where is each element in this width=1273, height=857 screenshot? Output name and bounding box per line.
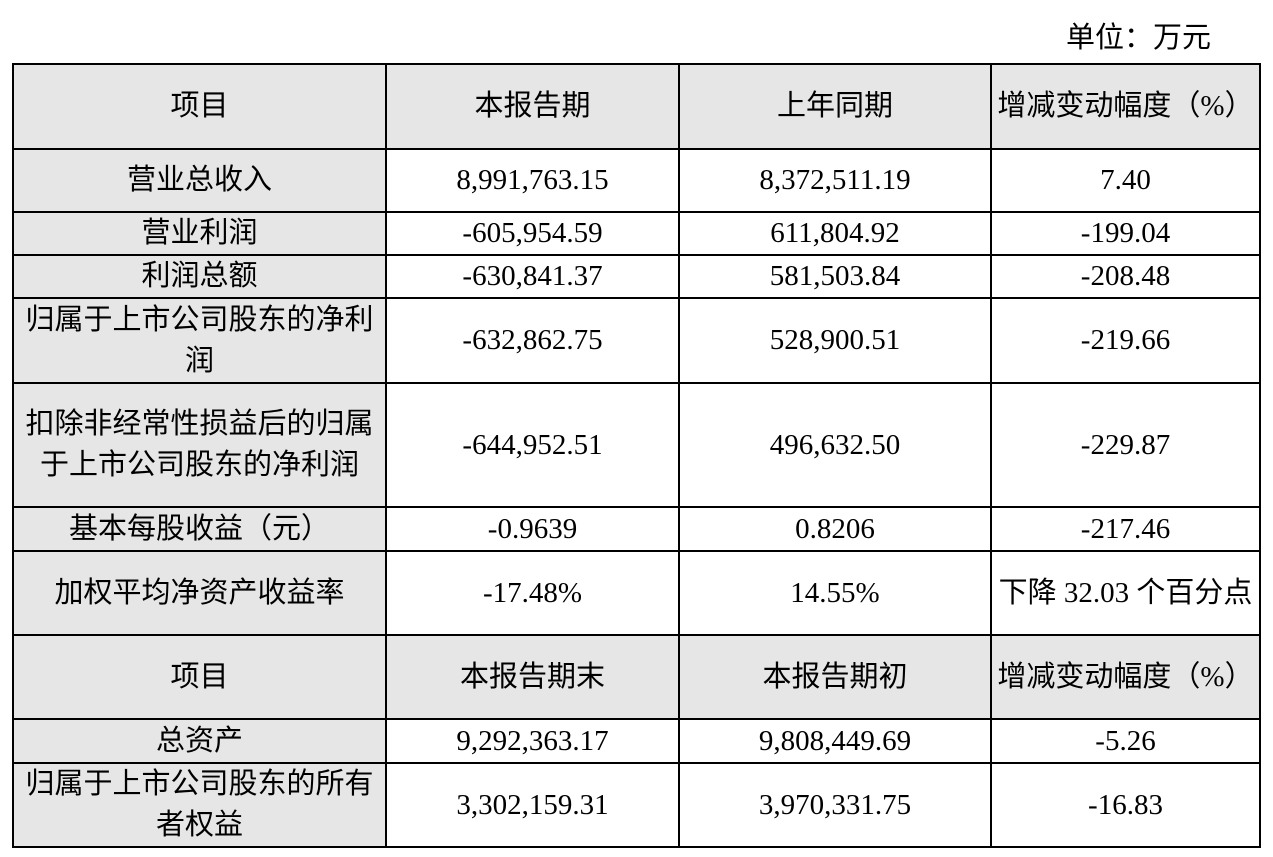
item-cell: 总资产 xyxy=(12,718,387,764)
item-cell: 扣除非经常性损益后的归属于上市公司股东的净利润 xyxy=(12,382,387,508)
prior-period-cell: 3,970,331.75 xyxy=(678,762,992,848)
current-period-cell: -632,862.75 xyxy=(385,297,680,384)
header-cell: 本报告期末 xyxy=(385,634,680,720)
table-row: 营业利润 -605,954.59 611,804.92 -199.04 xyxy=(12,211,1261,256)
financial-summary-table: 项目 本报告期 上年同期 增减变动幅度（%） 营业总收入 8,991,763.15 8,37… xyxy=(12,63,1261,848)
item-cell: 归属于上市公司股东的所有者权益 xyxy=(12,762,387,848)
change-cell: 下降 32.03 个百分点 xyxy=(990,550,1261,636)
current-period-cell: 8,991,763.15 xyxy=(385,148,680,213)
change-cell: -208.48 xyxy=(990,254,1261,299)
prior-period-cell: 8,372,511.19 xyxy=(678,148,992,213)
prior-period-cell: 14.55% xyxy=(678,550,992,636)
prior-period-cell: 0.8206 xyxy=(678,506,992,552)
prior-period-cell: 581,503.84 xyxy=(678,254,992,299)
item-cell: 归属于上市公司股东的净利润 xyxy=(12,297,387,384)
current-period-cell: 3,302,159.31 xyxy=(385,762,680,848)
header-cell: 项目 xyxy=(12,63,387,150)
unit-label: 单位：万元 xyxy=(1065,22,1211,54)
table-row: 利润总额 -630,841.37 581,503.84 -208.48 xyxy=(12,254,1261,299)
table-row: 总资产 9,292,363.17 9,808,449.69 -5.26 xyxy=(12,718,1261,764)
current-period-cell: -644,952.51 xyxy=(385,382,680,508)
item-cell: 加权平均净资产收益率 xyxy=(12,550,387,636)
prior-period-cell: 611,804.92 xyxy=(678,211,992,256)
change-cell: -219.66 xyxy=(990,297,1261,384)
change-cell: -217.46 xyxy=(990,506,1261,552)
current-period-cell: 9,292,363.17 xyxy=(385,718,680,764)
change-cell: -16.83 xyxy=(990,762,1261,848)
item-cell: 营业总收入 xyxy=(12,148,387,213)
current-period-cell: -17.48% xyxy=(385,550,680,636)
current-period-cell: -630,841.37 xyxy=(385,254,680,299)
change-cell: 7.40 xyxy=(990,148,1261,213)
header-cell: 增减变动幅度（%） xyxy=(990,634,1261,720)
header-cell: 增减变动幅度（%） xyxy=(990,63,1261,150)
change-cell: -229.87 xyxy=(990,382,1261,508)
header-cell: 本报告期 xyxy=(385,63,680,150)
header-row: 项目 本报告期末 本报告期初 增减变动幅度（%） xyxy=(12,634,1261,720)
prior-period-cell: 528,900.51 xyxy=(678,297,992,384)
header-cell: 本报告期初 xyxy=(678,634,992,720)
prior-period-cell: 496,632.50 xyxy=(678,382,992,508)
table-row: 营业总收入 8,991,763.15 8,372,511.19 7.40 xyxy=(12,148,1261,213)
prior-period-cell: 9,808,449.69 xyxy=(678,718,992,764)
item-cell: 基本每股收益（元） xyxy=(12,506,387,552)
table-row: 基本每股收益（元） -0.9639 0.8206 -217.46 xyxy=(12,506,1261,552)
header-cell: 项目 xyxy=(12,634,387,720)
item-cell: 利润总额 xyxy=(12,254,387,299)
table-row: 扣除非经常性损益后的归属于上市公司股东的净利润 -644,952.51 496,63… xyxy=(12,382,1261,508)
current-period-cell: -605,954.59 xyxy=(385,211,680,256)
current-period-cell: -0.9639 xyxy=(385,506,680,552)
header-cell: 上年同期 xyxy=(678,63,992,150)
change-cell: -199.04 xyxy=(990,211,1261,256)
table-row: 归属于上市公司股东的所有者权益 3,302,159.31 3,970,331.75-… xyxy=(12,762,1261,848)
item-cell: 营业利润 xyxy=(12,211,387,256)
change-cell: -5.26 xyxy=(990,718,1261,764)
table-row: 加权平均净资产收益率 -17.48% 14.55% 下降 32.03 个百分点 xyxy=(12,550,1261,636)
table-row: 归属于上市公司股东的净利润 -632,862.75 528,900.51 -219.6… xyxy=(12,297,1261,384)
header-row: 项目 本报告期 上年同期 增减变动幅度（%） xyxy=(12,63,1261,150)
